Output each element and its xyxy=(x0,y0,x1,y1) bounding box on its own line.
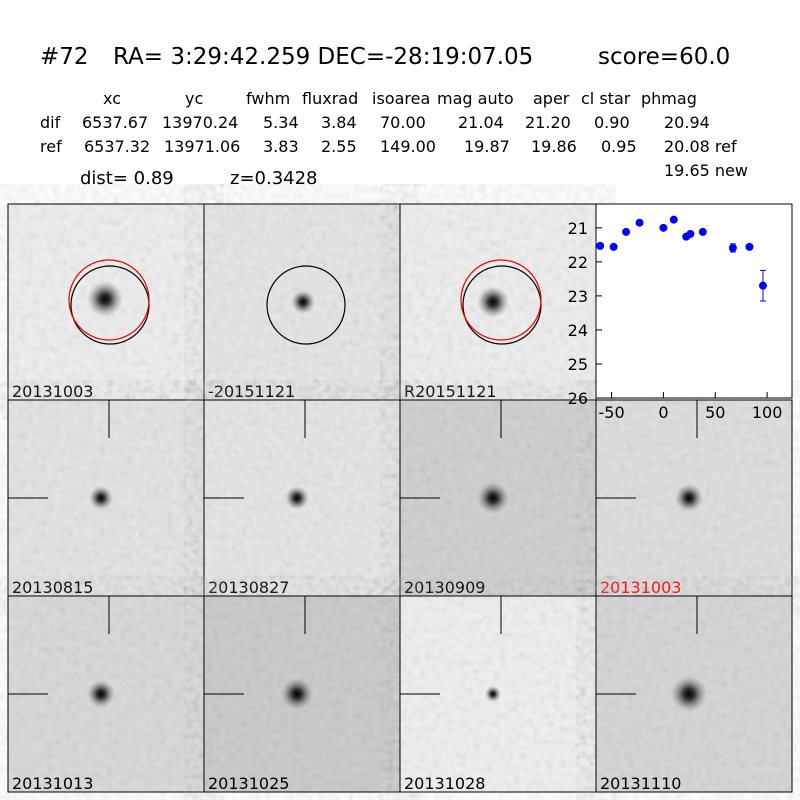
y-tick-label: 24 xyxy=(568,321,588,340)
stamp-label: 20131003 xyxy=(12,382,93,401)
dist: dist= 0.89 xyxy=(80,168,174,189)
stamp-label: 20131110 xyxy=(600,774,681,793)
data-point xyxy=(622,227,631,236)
stamp-label: -20151121 xyxy=(208,382,295,401)
table-cell: 2.55 xyxy=(321,137,357,156)
source xyxy=(87,281,123,317)
stamp: -20151121 xyxy=(203,203,401,401)
x-tick-label: 100 xyxy=(752,403,783,422)
data-point xyxy=(659,223,668,232)
stamp: 20131003 xyxy=(7,203,205,401)
redshift: z=0.3428 xyxy=(230,168,318,189)
table-cell: 70.00 xyxy=(380,113,426,132)
table-cell: 19.87 xyxy=(464,137,510,156)
stamp: R20151121 xyxy=(399,203,597,401)
table-cell: 149.00 xyxy=(380,137,436,156)
stamp-label: 20130827 xyxy=(208,578,289,597)
source xyxy=(671,676,707,712)
data-point xyxy=(698,227,707,236)
stamp: 20131110 xyxy=(595,595,793,793)
y-tick-label: 23 xyxy=(568,287,588,306)
y-tick-label: 21 xyxy=(568,219,588,238)
source xyxy=(485,686,501,702)
data-point xyxy=(728,243,737,252)
aperture xyxy=(266,265,346,345)
stamp-frame xyxy=(595,595,793,793)
x-tick-label: 0 xyxy=(658,403,668,422)
stamp: 20130815 xyxy=(7,399,205,597)
column-header: mag auto xyxy=(437,89,514,108)
x-tick-label: 50 xyxy=(705,403,725,422)
stamp-label: 20130815 xyxy=(12,578,93,597)
table-cell: 13970.24 xyxy=(162,113,238,132)
stamp-label: 20131003 xyxy=(600,578,681,597)
data-point xyxy=(596,241,605,250)
y-tick-label: 26 xyxy=(568,389,588,408)
table-cell: 0.95 xyxy=(601,137,637,156)
table-cell: 0.90 xyxy=(594,113,630,132)
stamp-label: R20151121 xyxy=(404,382,497,401)
table-cell: 6537.67 xyxy=(82,113,148,132)
stamp-label: 20131028 xyxy=(404,774,485,793)
table-cell: 3.84 xyxy=(321,113,357,132)
table-cell: 21.04 xyxy=(458,113,504,132)
table-cell: 13971.06 xyxy=(164,137,240,156)
stamp: 20131025 xyxy=(203,595,401,793)
stamp: 20130909 xyxy=(399,399,597,597)
stamp: 20131028 xyxy=(399,595,597,793)
data-point xyxy=(686,229,695,238)
table-cell: 19.86 xyxy=(531,137,577,156)
source xyxy=(477,286,509,318)
x-tick-label: -50 xyxy=(598,403,624,422)
coordinates: RA= 3:29:42.259 DEC=-28:19:07.05 xyxy=(113,44,533,70)
phmag-new: 19.65 new xyxy=(664,161,748,180)
data-point xyxy=(669,215,678,224)
source xyxy=(477,482,509,514)
column-header: aper xyxy=(533,89,570,108)
stamp: 20131013 xyxy=(7,595,205,793)
score: score=60.0 xyxy=(598,44,730,70)
table: xc yc fwhm fluxrad isoarea mag auto aper cl sta… xyxy=(40,89,737,156)
y-tick-label: 25 xyxy=(568,355,588,374)
source xyxy=(291,290,315,314)
source xyxy=(281,678,313,710)
ref-aperture xyxy=(460,259,542,341)
stamp: 20131003 xyxy=(595,399,793,597)
stamps: 20131003 -20151121 R20151121 20130815 201308… xyxy=(7,203,793,793)
source xyxy=(87,680,115,708)
row-label: ref xyxy=(40,137,62,156)
row-label: dif xyxy=(40,113,61,132)
column-header: yc xyxy=(185,89,203,108)
table-cell: 20.94 xyxy=(664,113,710,132)
data-point xyxy=(758,281,767,290)
source xyxy=(285,486,309,510)
column-header: cl star xyxy=(581,89,631,108)
y-tick-label: 22 xyxy=(568,253,588,272)
table-cell: 5.34 xyxy=(263,113,299,132)
table-cell: 20.08 ref xyxy=(664,137,737,156)
column-header: phmag xyxy=(641,89,697,108)
stamp-label: 20131025 xyxy=(208,774,289,793)
stamp: 20130827 xyxy=(203,399,401,597)
column-header: fluxrad xyxy=(302,89,358,108)
data-point xyxy=(609,242,618,251)
light-curve: 21 22 23 24 25 26 -50 0 50 100 xyxy=(568,203,793,422)
table-cell: 6537.32 xyxy=(84,137,150,156)
table-cell: 3.83 xyxy=(263,137,299,156)
column-header: xc xyxy=(103,89,121,108)
stamp-label: 20130909 xyxy=(404,578,485,597)
table-cell: 21.20 xyxy=(525,113,571,132)
column-header: isoarea xyxy=(372,89,430,108)
data-point xyxy=(635,218,644,227)
source xyxy=(675,484,703,512)
source xyxy=(89,486,113,510)
column-header: fwhm xyxy=(246,89,290,108)
data-point xyxy=(745,242,754,251)
plot-area xyxy=(595,203,793,399)
candidate-id: #72 xyxy=(40,44,89,70)
stamp-label: 20131013 xyxy=(12,774,93,793)
ref-aperture xyxy=(68,259,150,341)
